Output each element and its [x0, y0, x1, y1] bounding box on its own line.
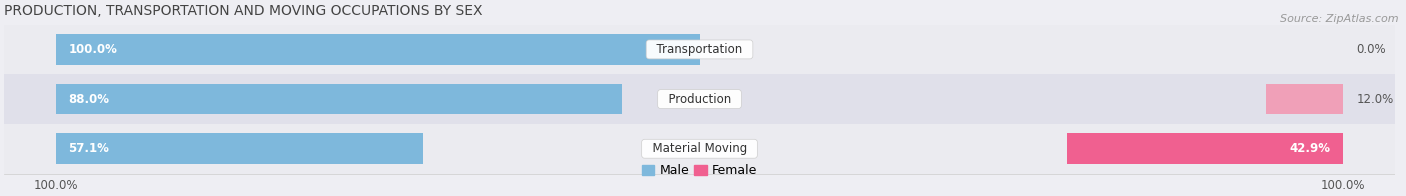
Text: Production: Production [661, 93, 738, 106]
Text: 100.0%: 100.0% [69, 43, 118, 56]
Text: 57.1%: 57.1% [69, 142, 110, 155]
Bar [1067, 133, 1343, 164]
Bar [56, 84, 623, 114]
Text: 12.0%: 12.0% [1357, 93, 1393, 106]
Bar [4, 124, 1395, 174]
Bar [56, 133, 423, 164]
Text: PRODUCTION, TRANSPORTATION AND MOVING OCCUPATIONS BY SEX: PRODUCTION, TRANSPORTATION AND MOVING OC… [4, 4, 482, 18]
Text: Material Moving: Material Moving [644, 142, 755, 155]
Bar [1265, 84, 1343, 114]
Text: 0.0%: 0.0% [1357, 43, 1386, 56]
Text: Source: ZipAtlas.com: Source: ZipAtlas.com [1281, 14, 1399, 24]
Bar [56, 34, 700, 65]
Legend: Male, Female: Male, Female [637, 159, 762, 182]
Text: Transportation: Transportation [650, 43, 749, 56]
Bar [4, 74, 1395, 124]
Text: 42.9%: 42.9% [1289, 142, 1330, 155]
Bar [4, 24, 1395, 74]
Text: 88.0%: 88.0% [69, 93, 110, 106]
